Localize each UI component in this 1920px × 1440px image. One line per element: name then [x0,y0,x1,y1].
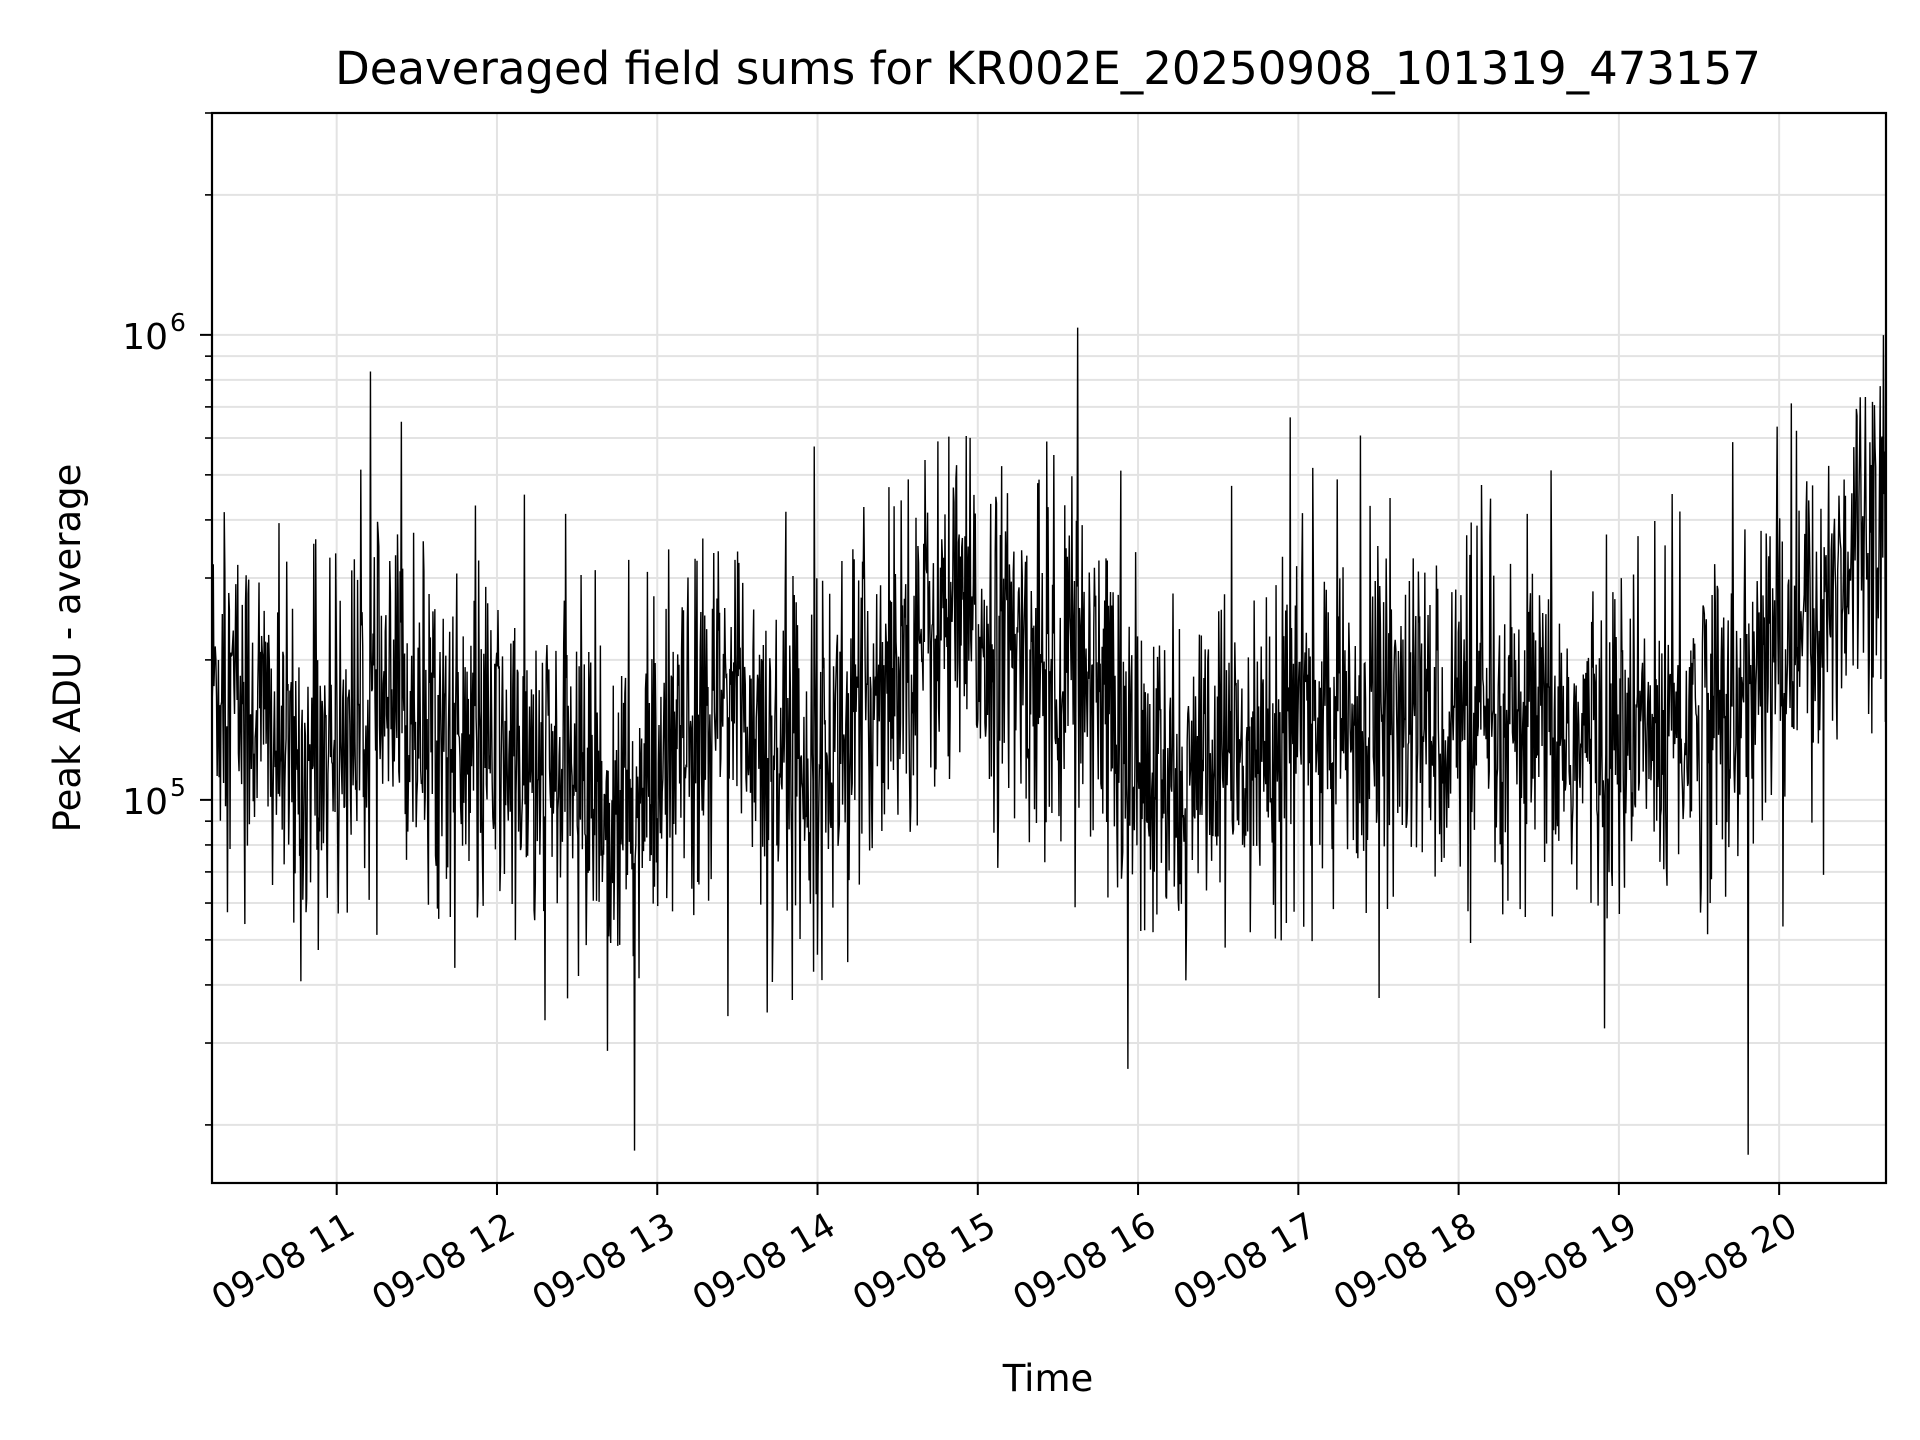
y-tick-exponent: 6 [170,308,186,337]
y-tick-label: 10 [122,782,168,823]
x-axis-label: Time [1002,1357,1094,1400]
plot-frame [210,111,1888,1185]
y-tick-exponent: 5 [170,773,186,802]
chart-title: Deaveraged field sums for KR002E_2025090… [335,42,1761,95]
series-layer [211,327,1887,1155]
series-line [211,327,1887,1155]
y-axis-label: Peak ADU - average [46,464,89,833]
plot-area: 09-08 11 09-08 12 09-08 13 09-08 14 09-08 15… [122,111,1888,1319]
y-tick-label: 10 [122,317,168,358]
